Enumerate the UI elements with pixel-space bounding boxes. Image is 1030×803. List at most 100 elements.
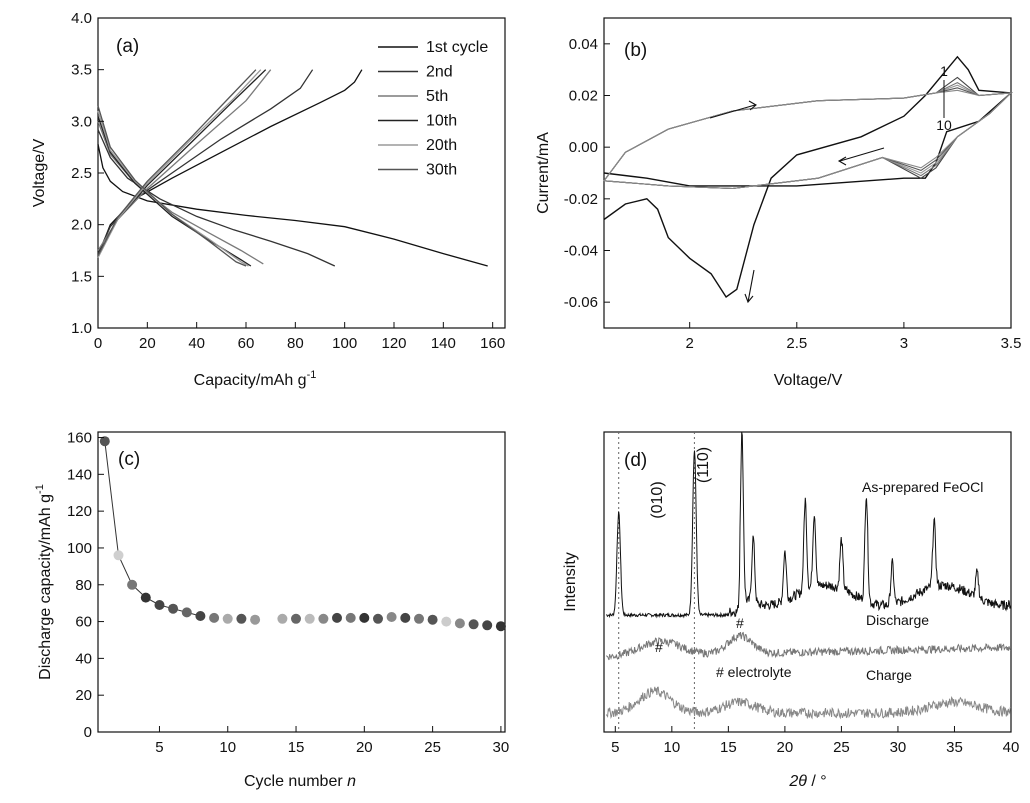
panel-b-cycle-curve-5 <box>603 87 1013 190</box>
panel-a-legend-entry: 2nd <box>426 64 453 81</box>
panel-c-data-point <box>250 614 261 625</box>
panel-c-data-point <box>427 614 438 625</box>
panel-b-ytick-label: -0.02 <box>564 191 598 208</box>
panel-d-xtick-label: 5 <box>611 739 619 756</box>
panel-a-xtick-label: 60 <box>238 335 255 352</box>
panel-b-cycle-curve-6 <box>603 89 1013 190</box>
panel-c-data-point <box>373 613 383 624</box>
panel-a-discharge-curve-1 <box>97 143 488 267</box>
panel-c-data-point <box>291 613 301 624</box>
panel-b-xtick-label: 3 <box>900 335 908 352</box>
panel-c-ytick-label: 100 <box>67 540 92 557</box>
panel-a: 0 20 40 60 80 100 120 140 160 1.0 1.5 2.0 2.5 3.0 3.5 4… <box>31 10 506 389</box>
panel-c-data-point <box>195 611 206 621</box>
panel-a-xtick-label: 100 <box>332 335 357 352</box>
panel-d: 5 10 15 20 25 30 35 40 (d) (010) (110) As-prepa… <box>562 431 1020 790</box>
panel-c-data-point <box>209 612 220 623</box>
panel-c-ytick-label: 80 <box>75 577 92 594</box>
panel-c-data-point <box>386 612 397 622</box>
panel-a-xtick-label: 20 <box>139 335 156 352</box>
panel-b-cycle-curve-3 <box>603 81 1013 190</box>
panel-c-ytick-label: 60 <box>75 614 92 631</box>
panel-c-data-point <box>222 613 233 624</box>
panel-c-ytick-label: 0 <box>84 724 92 741</box>
panel-a-xtick-label: 80 <box>287 335 304 352</box>
panel-b-xtick-label: 2.5 <box>786 335 807 352</box>
panel-d-discharge-pattern <box>605 631 1012 661</box>
panel-c-data-point <box>127 579 138 590</box>
panel-c-data-point <box>154 600 165 610</box>
panel-b-cycle-10-label: 10 <box>936 117 952 133</box>
panel-b-label: (b) <box>624 40 647 61</box>
panel-c-data-point <box>113 550 124 561</box>
panel-b-ytick-label: 0.04 <box>569 36 598 53</box>
panel-c-ytick-label: 160 <box>67 430 92 447</box>
panel-c-data-point <box>318 613 329 624</box>
panel-a-xtick-label: 120 <box>381 335 406 352</box>
panel-b-cycle-curve-4 <box>603 84 1013 190</box>
panel-d-frame <box>603 431 1012 733</box>
panel-c-data-point <box>236 613 247 624</box>
panel-c-ylabel: Discharge capacity/mAh g-1 <box>34 484 54 680</box>
panel-c-data-point <box>345 612 356 623</box>
panel-c-data-point <box>414 613 424 624</box>
panel-b-xtick-label: 2 <box>686 335 694 352</box>
panel-d-series-charge: Charge <box>866 667 912 683</box>
panel-a-xtick-label: 160 <box>480 335 505 352</box>
panel-a-charge-curve-5 <box>97 69 262 258</box>
panel-c: 5 10 15 20 25 30 0 20 40 60 80 100 120 140 160 (c) Cyc… <box>34 430 509 790</box>
panel-d-xlabel: 2θ / ° <box>788 773 826 790</box>
panel-b-sweep-arrow-down <box>837 147 885 166</box>
panel-c-ytick-label: 120 <box>67 503 92 520</box>
panel-b-ytick-label: -0.06 <box>564 294 598 311</box>
panel-c-label: (c) <box>118 449 140 470</box>
panel-c-data-point <box>99 436 110 447</box>
panel-b-sweep-arrow-up <box>709 100 757 119</box>
panel-a-ytick-label: 4.0 <box>71 10 92 27</box>
panel-d-xtick-label: 40 <box>1003 739 1020 756</box>
panel-d-label: (d) <box>624 450 647 471</box>
panel-a-legend-entry: 10th <box>426 113 457 130</box>
panel-a-legend: 1st cycle 2nd 5th 10th 20th 30th <box>378 39 488 179</box>
panel-c-ytick-label: 140 <box>67 466 92 483</box>
panel-d-series-discharge: Discharge <box>866 612 929 628</box>
panel-d-label-010: (010) <box>649 481 666 518</box>
panel-c-data-point <box>400 612 411 623</box>
panel-c-data-point <box>482 620 493 631</box>
panel-a-ytick-label: 3.0 <box>71 113 92 130</box>
panel-b-cycle-1-curve <box>603 55 1013 298</box>
panel-c-frame <box>97 431 506 733</box>
panel-c-xtick-label: 5 <box>155 739 163 756</box>
panel-a-legend-entry: 30th <box>426 162 457 179</box>
panel-d-xtick-label: 30 <box>890 739 907 756</box>
panel-d-xtick-label: 15 <box>720 739 737 756</box>
panel-d-xtick-label: 35 <box>946 739 963 756</box>
panel-d-xtick-label: 10 <box>663 739 680 756</box>
panel-b-cycle-1-label: 1 <box>940 63 948 79</box>
panel-a-ytick-label: 3.5 <box>71 62 92 79</box>
panel-c-data-point <box>495 621 506 632</box>
panel-d-series-asprepared: As-prepared FeOCl <box>862 479 983 495</box>
panel-a-label: (a) <box>116 36 139 57</box>
panel-d-label-110: (110) <box>695 447 712 483</box>
panel-a-discharge-curve-2 <box>97 129 336 267</box>
panel-a-charge-curve-6 <box>97 69 257 256</box>
panel-c-data-point <box>168 603 179 614</box>
panel-a-xtick-label: 140 <box>431 335 456 352</box>
panel-c-data-point <box>441 616 452 627</box>
panel-d-hash-2: # <box>736 615 744 631</box>
panel-c-data-point <box>359 612 370 623</box>
panel-a-ytick-label: 1.0 <box>71 320 92 337</box>
panel-c-data-point <box>304 613 315 624</box>
panel-a-xtick-label: 40 <box>188 335 205 352</box>
panel-c-xlabel: Cycle number n <box>244 773 356 790</box>
panel-a-ytick-label: 1.5 <box>71 268 92 285</box>
panel-c-ytick-label: 40 <box>75 650 92 667</box>
panel-c-data-point <box>332 612 342 623</box>
panel-b-ytick-label: 0.00 <box>569 139 598 156</box>
panel-a-legend-entry: 5th <box>426 88 448 105</box>
panel-c-data-point <box>140 592 151 603</box>
panel-b-sweep-arrow-first <box>744 269 755 304</box>
panel-c-ytick-label: 20 <box>75 687 92 704</box>
